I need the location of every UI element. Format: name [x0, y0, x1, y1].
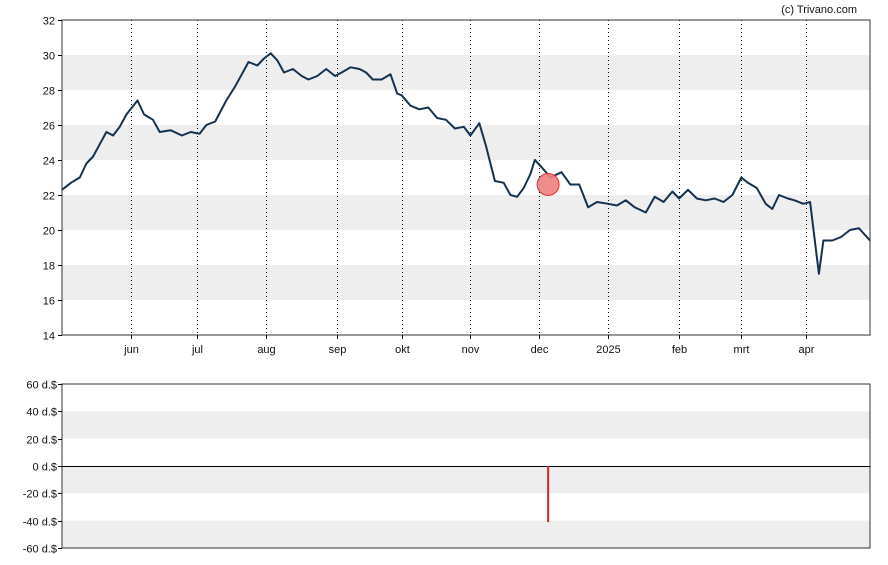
- price-x-axis: jun jul aug sep okt nov dec 2025 feb mrt apr: [123, 335, 815, 356]
- price-band: [62, 55, 870, 90]
- x-tick-label: sep: [329, 344, 347, 356]
- x-tick-label: 2025: [596, 344, 620, 356]
- credit-text: (c) Trivano.com: [781, 4, 857, 16]
- x-tick-label: dec: [531, 344, 549, 356]
- price-y-axis: 14 16 18 20 22 24 26 28 30 32: [43, 16, 62, 343]
- y-tick-label: 28: [43, 86, 55, 98]
- price-bands: [62, 55, 870, 300]
- y-tick-label: 30: [43, 51, 55, 63]
- dividend-y-tick-label: -60 d.$: [23, 544, 57, 556]
- price-plot-frame: [61, 19, 871, 336]
- x-tick-label: aug: [257, 344, 275, 356]
- x-tick-label: okt: [395, 344, 410, 356]
- x-tick-label: apr: [799, 344, 815, 356]
- y-tick-label: 24: [43, 156, 55, 168]
- dividend-y-tick-label: 20 d.$: [26, 435, 57, 447]
- dividend-y-tick-label: -40 d.$: [23, 517, 57, 529]
- y-tick-label: 22: [43, 191, 55, 203]
- dividend-panel: -60 d.$ -40 d.$ -20 d.$ 0 d.$ 20 d.$ 40 d.$ 60…: [23, 380, 871, 556]
- x-tick-label: mrt: [734, 344, 750, 356]
- y-tick-label: 18: [43, 261, 55, 273]
- price-line: [61, 52, 871, 275]
- price-band: [62, 195, 870, 230]
- dividend-y-tick-label: 40 d.$: [26, 407, 57, 419]
- price-vertical-grid: [131, 20, 807, 335]
- y-tick-label: 16: [43, 296, 55, 308]
- dividend-band: [62, 411, 870, 439]
- price-panel: 14 16 18 20 22 24 26 28 30 32 jun jul aug sep okt nov d…: [43, 16, 871, 356]
- dividend-y-tick-label: -20 d.$: [23, 489, 57, 501]
- x-tick-label: feb: [672, 344, 687, 356]
- dividend-y-tick-label: 60 d.$: [26, 380, 57, 392]
- dividend-marker: [536, 173, 560, 196]
- x-tick-label: jul: [191, 344, 203, 356]
- x-tick-label: nov: [462, 344, 480, 356]
- y-tick-label: 32: [43, 16, 55, 28]
- dividend-band: [62, 466, 870, 494]
- y-tick-label: 14: [43, 331, 55, 343]
- dividend-bands: [62, 411, 870, 548]
- y-tick-label: 20: [43, 226, 55, 238]
- dividend-y-tick-label: 0 d.$: [33, 462, 57, 474]
- x-tick-label: jun: [123, 344, 139, 356]
- dividend-band: [62, 520, 870, 548]
- y-tick-label: 26: [43, 121, 55, 133]
- dividend-y-axis: -60 d.$ -40 d.$ -20 d.$ 0 d.$ 20 d.$ 40 d.$ 60…: [23, 380, 62, 556]
- price-band: [62, 265, 870, 300]
